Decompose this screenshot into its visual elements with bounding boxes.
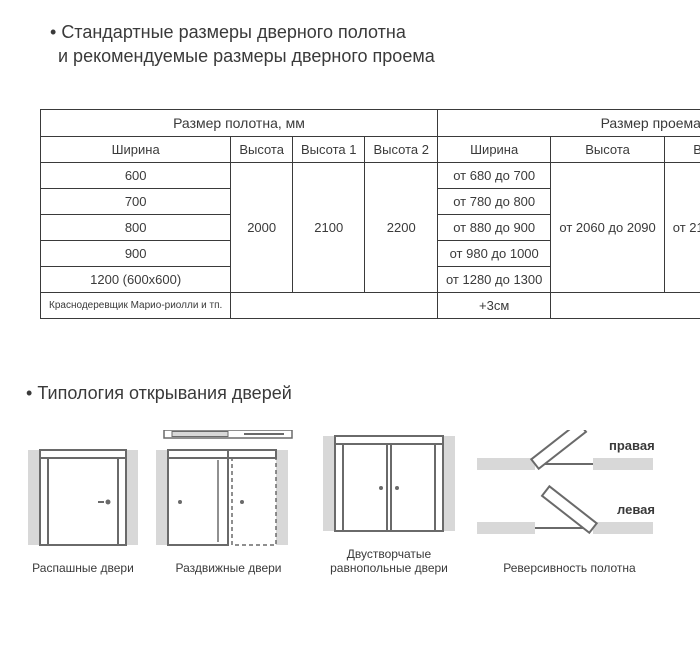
opening-group-header: Размер проема, мм <box>437 109 700 136</box>
leaf-h2-cell: 2200 <box>365 162 438 292</box>
opening-h-header: Высота <box>551 136 664 162</box>
note-right-cell: +3см <box>437 292 550 318</box>
reverse-caption: Реверсивность полотна <box>503 561 635 575</box>
double-door-icon <box>323 416 455 541</box>
opening-width-cell: от 980 до 1000 <box>437 240 550 266</box>
note-left-cell: Краснодеревщик Марио-риолли и тп. <box>41 292 231 318</box>
heading-line-2: и рекомендуемые размеры дверного проема <box>58 46 435 66</box>
double-door-diagram: Двустворчатые равнопольные двери <box>319 416 459 576</box>
note-right-blank <box>551 292 700 318</box>
double-caption: Двустворчатые равнопольные двери <box>319 547 459 576</box>
opening-width-cell: от 1280 до 1300 <box>437 266 550 292</box>
opening-h1-cell: от 2160 до 2190 <box>664 162 700 292</box>
leaf-h2-header: Высота 2 <box>365 136 438 162</box>
leaf-width-cell: 700 <box>41 188 231 214</box>
opening-width-cell: от 880 до 900 <box>437 214 550 240</box>
opening-h1-header: Высота 1 <box>664 136 700 162</box>
right-label: правая <box>609 438 655 453</box>
leaf-width-header: Ширина <box>41 136 231 162</box>
leaf-h-cell: 2000 <box>231 162 293 292</box>
leaf-width-cell: 800 <box>41 214 231 240</box>
opening-width-cell: от 680 до 700 <box>437 162 550 188</box>
main-heading: Стандартные размеры дверного полотна и р… <box>44 20 680 69</box>
sliding-door-icon <box>156 430 301 555</box>
sizes-table: Размер полотна, мм Размер проема, мм Шир… <box>40 109 700 319</box>
sliding-door-diagram: Раздвижные двери <box>156 430 301 575</box>
heading-line-1: Стандартные размеры дверного полотна <box>50 22 406 42</box>
note-left-blank <box>231 292 438 318</box>
leaf-width-cell: 600 <box>41 162 231 188</box>
typology-heading: Типология открывания дверей <box>26 383 680 404</box>
leaf-h-header: Высота <box>231 136 293 162</box>
opening-width-cell: от 780 до 800 <box>437 188 550 214</box>
leaf-h1-cell: 2100 <box>292 162 365 292</box>
slide-caption: Раздвижные двери <box>175 561 281 575</box>
left-label: левая <box>617 502 655 517</box>
swing-caption: Распашные двери <box>32 561 134 575</box>
typology-diagrams: Распашные двери Раздвижные двери <box>28 416 680 576</box>
opening-h-cell: от 2060 до 2090 <box>551 162 664 292</box>
leaf-group-header: Размер полотна, мм <box>41 109 438 136</box>
leaf-width-cell: 900 <box>41 240 231 266</box>
swing-door-icon <box>28 430 138 555</box>
leaf-h1-header: Высота 1 <box>292 136 365 162</box>
swing-door-diagram: Распашные двери <box>28 430 138 575</box>
reversibility-diagram: правая левая Реверсивность полотна <box>477 430 662 575</box>
leaf-width-cell: 1200 (600x600) <box>41 266 231 292</box>
opening-width-header: Ширина <box>437 136 550 162</box>
reversibility-icon: правая левая <box>477 430 662 555</box>
